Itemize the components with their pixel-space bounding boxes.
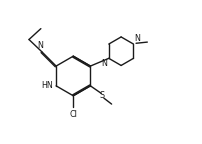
Text: Cl: Cl (69, 110, 77, 119)
Text: N: N (135, 34, 141, 43)
Text: N: N (37, 41, 43, 50)
Text: N: N (102, 59, 108, 68)
Text: HN: HN (41, 81, 53, 90)
Text: S: S (100, 91, 105, 100)
